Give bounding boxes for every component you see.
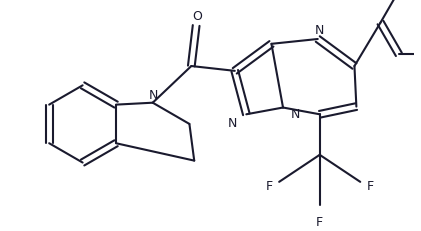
Text: F: F [316,215,323,228]
Text: N: N [315,24,325,37]
Text: O: O [192,10,202,23]
Text: F: F [265,179,272,192]
Text: F: F [367,179,374,192]
Text: N: N [149,89,158,102]
Text: N: N [291,107,300,120]
Text: N: N [227,116,237,129]
